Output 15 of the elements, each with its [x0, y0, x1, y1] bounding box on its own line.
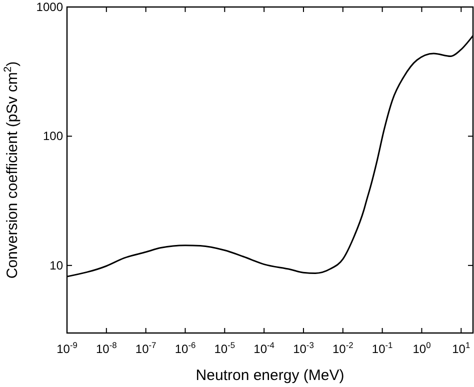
x-tick-label: 10$^{-9}$ — [56, 340, 78, 356]
x-tick-label: 10$^{-6}$ — [174, 340, 196, 356]
x-tick-label: 10$^{-4}$ — [254, 340, 275, 356]
x-tick-label: 10$^{-8}$ — [96, 340, 118, 356]
x-tick-label: 10$^{-5}$ — [214, 340, 236, 356]
x-tick-label: 10$^{-3}$ — [293, 340, 314, 356]
x-tick-label: 10$^{-2}$ — [332, 340, 354, 356]
x-tick-label: 10$^{0}$ — [412, 340, 432, 356]
x-tick-label: 10$^{-1}$ — [372, 340, 394, 356]
y-tick-label: 10 — [50, 258, 64, 272]
y-tick-label: 100 — [42, 129, 64, 144]
x-axis-title: Neutron energy (MeV) — [196, 367, 344, 384]
x-tick-label: 10$^{1}$ — [452, 340, 470, 356]
y-tick-label: 1000 — [36, 0, 64, 14]
x-tick-label: 10$^{-7}$ — [135, 340, 157, 356]
